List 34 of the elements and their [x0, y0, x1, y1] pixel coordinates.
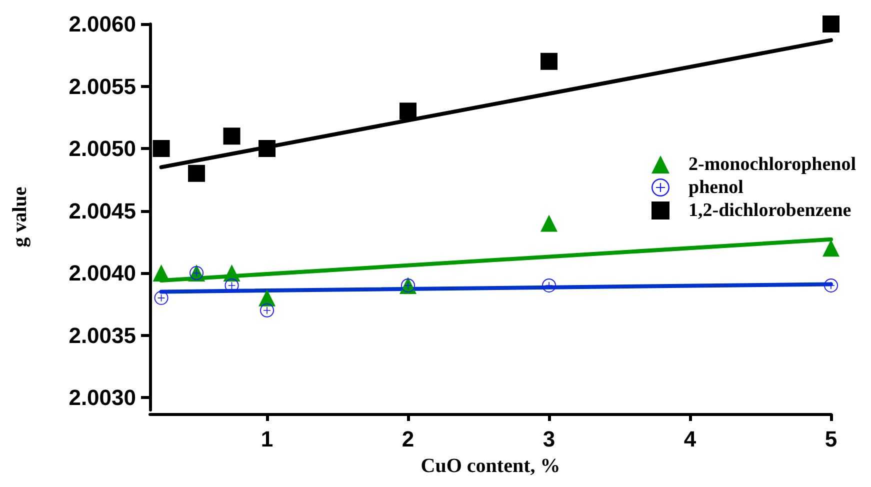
y-axis-title: g value — [9, 186, 31, 248]
x-tick-label: 5 — [824, 426, 838, 452]
point — [223, 264, 240, 282]
point — [824, 278, 838, 292]
y-tick-label: 2.0055 — [68, 74, 136, 99]
point — [822, 240, 840, 257]
point — [542, 278, 556, 292]
x-tick-label: 2 — [402, 426, 414, 452]
point — [223, 128, 240, 145]
x-tick-label: 1 — [260, 426, 274, 452]
point — [188, 164, 206, 182]
legend-label: 2-monochlorophenol — [688, 154, 856, 175]
x-axis-title: CuO content, % — [420, 455, 560, 477]
point — [152, 140, 170, 158]
point — [260, 303, 274, 318]
point — [258, 140, 276, 158]
y-tick-label: 2.0035 — [68, 322, 136, 348]
x-tick-label: 3 — [542, 426, 556, 452]
y-tick-label: 2.0060 — [68, 12, 136, 36]
point — [154, 290, 168, 305]
point — [400, 102, 417, 120]
point — [822, 16, 840, 32]
legend-label: phenol — [688, 177, 744, 198]
y-tick-label: 2.0040 — [68, 260, 136, 286]
x-tick-label: 4 — [684, 426, 697, 452]
point — [540, 214, 558, 232]
legend-label: 1,2-dichlorobenzene — [688, 200, 852, 221]
y-tick-label: 2.0050 — [68, 136, 136, 162]
point — [152, 264, 170, 282]
point — [224, 278, 239, 292]
point — [540, 52, 558, 70]
point — [258, 289, 276, 306]
y-tick-label: 2.0030 — [68, 385, 136, 410]
y-tick-label: 2.0045 — [68, 198, 136, 224]
